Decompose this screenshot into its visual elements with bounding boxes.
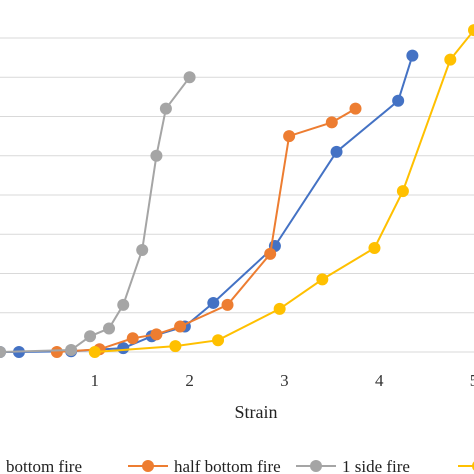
data-point — [126, 332, 139, 345]
data-point — [174, 320, 187, 333]
data-point — [349, 102, 362, 115]
data-point — [65, 344, 78, 357]
data-point — [84, 330, 97, 343]
data-point — [330, 145, 343, 158]
x-tick-label: 4 — [375, 371, 384, 390]
series-3 — [88, 24, 474, 358]
data-point — [0, 346, 6, 358]
legend-swatch-marker — [310, 460, 322, 472]
data-point — [150, 328, 163, 341]
legend-label: half bottom fire — [174, 457, 281, 474]
series-line — [56, 107, 357, 353]
data-point — [368, 241, 381, 254]
data-point — [396, 185, 409, 198]
x-tick-label: 5 — [470, 371, 474, 390]
data-point — [264, 247, 277, 260]
gridlines — [0, 37, 474, 353]
data-point — [103, 322, 116, 335]
legend-label: 1 side fire — [342, 457, 410, 474]
x-axis-label: Strain — [235, 402, 278, 422]
data-point — [159, 102, 172, 115]
legend-label: bottom fire — [6, 457, 82, 474]
legend-item: bottom fire — [6, 457, 82, 474]
data-point — [169, 340, 182, 353]
data-point — [283, 130, 296, 143]
legend-item: 1 side fire — [296, 457, 410, 474]
data-point — [316, 273, 329, 286]
legend-item — [458, 461, 474, 471]
data-point — [207, 296, 220, 309]
legend-item: half bottom fire — [128, 457, 281, 474]
data-point — [273, 302, 286, 315]
data-point — [136, 243, 149, 256]
data-point — [325, 116, 338, 129]
data-point — [88, 346, 101, 358]
data-point — [468, 24, 474, 37]
series-group — [0, 24, 474, 358]
series-1 — [50, 102, 362, 358]
data-point — [212, 334, 225, 347]
data-point — [183, 71, 196, 84]
legend: bottom fire half bottom fire 1 side fire — [6, 457, 474, 474]
series-0 — [0, 49, 419, 358]
data-point — [50, 346, 63, 358]
data-point — [221, 298, 234, 311]
x-tick-label: 3 — [280, 371, 289, 390]
series-line — [0, 55, 414, 353]
legend-swatch-marker — [142, 460, 154, 472]
x-tick-label: 2 — [185, 371, 194, 390]
series-2 — [0, 71, 196, 358]
data-point — [117, 298, 130, 311]
x-tick-labels: 1 2 3 4 5 — [91, 371, 474, 390]
series-line — [0, 76, 191, 353]
data-point — [150, 149, 163, 162]
data-point — [444, 53, 457, 66]
data-point — [392, 94, 405, 107]
data-point — [406, 49, 419, 62]
x-tick-label: 1 — [91, 371, 100, 390]
